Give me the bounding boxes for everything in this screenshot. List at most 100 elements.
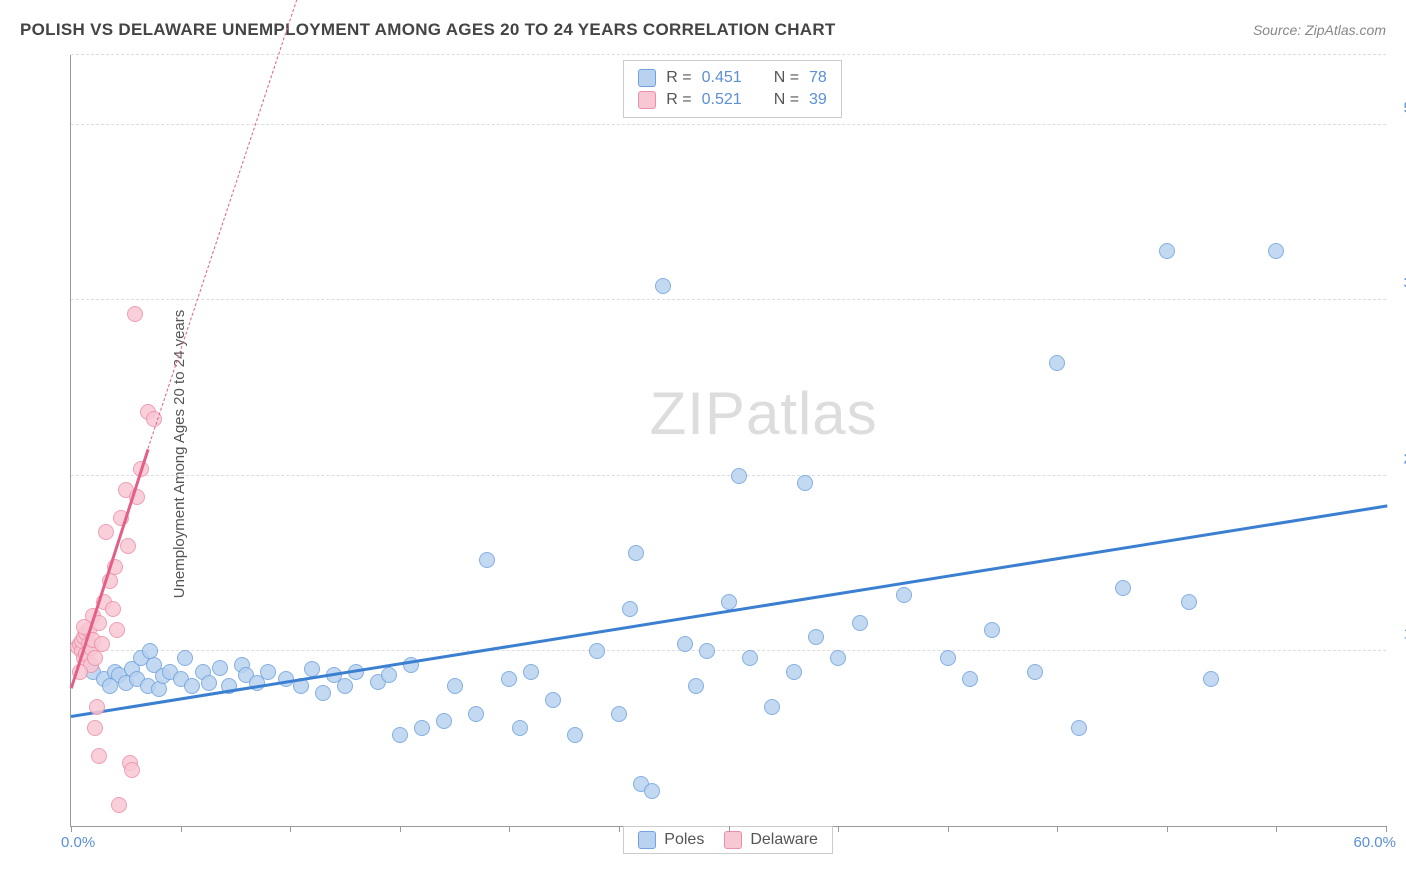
swatch-poles xyxy=(638,69,656,87)
scatter-point xyxy=(109,622,125,638)
scatter-point xyxy=(644,783,660,799)
scatter-point xyxy=(260,664,276,680)
gridline xyxy=(71,299,1386,300)
scatter-point xyxy=(177,650,193,666)
n-value-delaware: 39 xyxy=(809,91,827,109)
scatter-point xyxy=(830,650,846,666)
scatter-point xyxy=(105,601,121,617)
scatter-point xyxy=(127,306,143,322)
scatter-point xyxy=(731,468,747,484)
scatter-point xyxy=(102,678,118,694)
scatter-point xyxy=(1159,243,1175,259)
scatter-point xyxy=(523,664,539,680)
scatter-point xyxy=(1049,355,1065,371)
scatter-point xyxy=(852,615,868,631)
scatter-point xyxy=(699,643,715,659)
scatter-point xyxy=(414,720,430,736)
x-tick xyxy=(1057,826,1058,832)
scatter-point xyxy=(142,643,158,659)
chart-area: Unemployment Among Ages 20 to 24 years Z… xyxy=(50,55,1386,852)
x-tick xyxy=(1276,826,1277,832)
plot-region: ZIPatlas R = 0.451 N = 78 R = 0.521 N = … xyxy=(70,55,1386,827)
scatter-point xyxy=(111,797,127,813)
scatter-point xyxy=(677,636,693,652)
scatter-point xyxy=(447,678,463,694)
x-tick xyxy=(400,826,401,832)
x-axis-max-label: 60.0% xyxy=(1353,834,1396,851)
gridline xyxy=(71,124,1386,125)
x-tick xyxy=(71,826,72,832)
trend-line xyxy=(71,504,1387,717)
scatter-point xyxy=(896,587,912,603)
legend-item-delaware: Delaware xyxy=(724,831,818,849)
scatter-point xyxy=(786,664,802,680)
scatter-point xyxy=(808,629,824,645)
gridline xyxy=(71,475,1386,476)
scatter-point xyxy=(764,699,780,715)
stats-row-delaware: R = 0.521 N = 39 xyxy=(638,89,827,111)
swatch-delaware xyxy=(724,831,742,849)
x-axis-min-label: 0.0% xyxy=(61,834,95,851)
scatter-point xyxy=(184,678,200,694)
r-label: R = xyxy=(666,69,691,87)
scatter-point xyxy=(797,475,813,491)
watermark: ZIPatlas xyxy=(650,379,878,448)
scatter-point xyxy=(567,727,583,743)
scatter-point xyxy=(1115,580,1131,596)
scatter-point xyxy=(501,671,517,687)
watermark-zip: ZIP xyxy=(650,380,746,447)
scatter-point xyxy=(688,678,704,694)
scatter-point xyxy=(1181,594,1197,610)
scatter-point xyxy=(984,622,1000,638)
x-tick xyxy=(181,826,182,832)
scatter-point xyxy=(1268,243,1284,259)
scatter-point xyxy=(89,699,105,715)
x-tick xyxy=(729,826,730,832)
chart-header: POLISH VS DELAWARE UNEMPLOYMENT AMONG AG… xyxy=(20,20,1386,40)
scatter-point xyxy=(512,720,528,736)
x-tick xyxy=(838,826,839,832)
stats-row-poles: R = 0.451 N = 78 xyxy=(638,67,827,89)
scatter-point xyxy=(201,675,217,691)
r-value-poles: 0.451 xyxy=(702,69,742,87)
scatter-point xyxy=(1071,720,1087,736)
x-tick xyxy=(509,826,510,832)
x-tick xyxy=(290,826,291,832)
n-label: N = xyxy=(774,91,799,109)
source-attribution: Source: ZipAtlas.com xyxy=(1253,22,1386,38)
scatter-point xyxy=(468,706,484,722)
watermark-atlas: atlas xyxy=(746,380,878,447)
scatter-point xyxy=(91,748,107,764)
r-value-delaware: 0.521 xyxy=(702,91,742,109)
swatch-delaware xyxy=(638,91,656,109)
scatter-point xyxy=(655,278,671,294)
scatter-point xyxy=(436,713,452,729)
legend-label-delaware: Delaware xyxy=(750,831,818,849)
scatter-point xyxy=(1027,664,1043,680)
scatter-point xyxy=(87,650,103,666)
scatter-point xyxy=(120,538,136,554)
scatter-point xyxy=(742,650,758,666)
x-tick xyxy=(619,826,620,832)
scatter-point xyxy=(315,685,331,701)
stats-box: R = 0.451 N = 78 R = 0.521 N = 39 xyxy=(623,60,842,118)
gridline xyxy=(71,54,1386,55)
gridline xyxy=(71,650,1386,651)
scatter-point xyxy=(962,671,978,687)
scatter-point xyxy=(545,692,561,708)
legend-item-poles: Poles xyxy=(638,831,704,849)
trend-line-extrapolated xyxy=(147,0,301,449)
x-tick xyxy=(1167,826,1168,832)
x-tick xyxy=(1386,826,1387,832)
scatter-point xyxy=(337,678,353,694)
legend-label-poles: Poles xyxy=(664,831,704,849)
scatter-point xyxy=(94,636,110,652)
scatter-point xyxy=(98,524,114,540)
scatter-point xyxy=(87,720,103,736)
chart-title: POLISH VS DELAWARE UNEMPLOYMENT AMONG AG… xyxy=(20,20,836,40)
scatter-point xyxy=(721,594,737,610)
scatter-point xyxy=(940,650,956,666)
scatter-point xyxy=(611,706,627,722)
scatter-point xyxy=(589,643,605,659)
scatter-point xyxy=(479,552,495,568)
